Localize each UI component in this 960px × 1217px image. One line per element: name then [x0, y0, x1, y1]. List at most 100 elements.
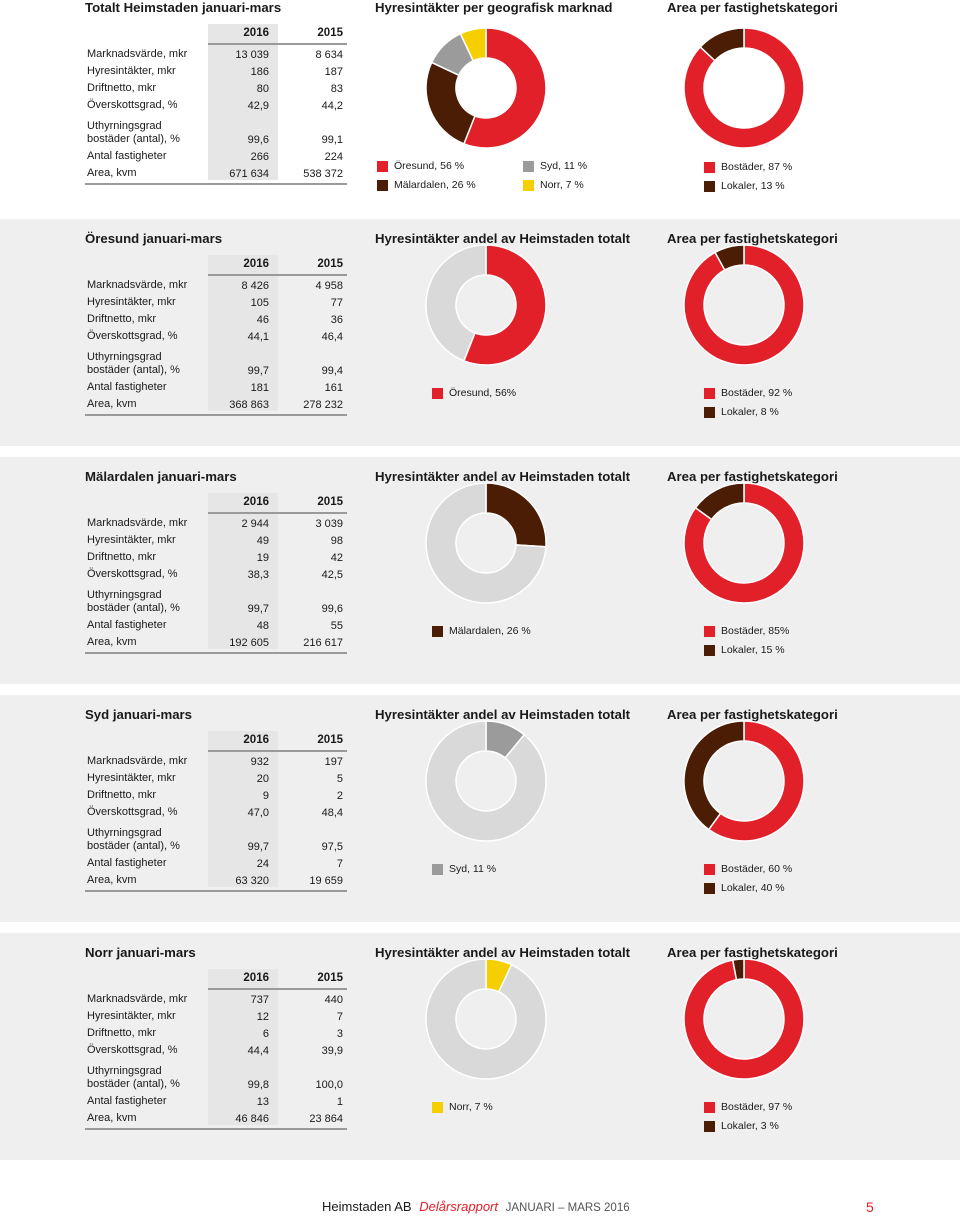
value-2016: 2 944: [241, 518, 269, 530]
row-label-line: Driftnetto, mkr: [87, 789, 157, 801]
donut-slice: [462, 27, 547, 149]
legend-item: Lokaler, 40 %: [704, 882, 785, 894]
year-2016-header: 2016: [243, 496, 269, 508]
value-2015: 99,4: [321, 365, 343, 377]
year-2016-header: 2016: [243, 27, 269, 39]
value-2015: 2: [336, 790, 343, 802]
legend-label: Bostäder, 92 %: [721, 387, 793, 399]
chart1-donut: [425, 958, 547, 1080]
donut-slice: [694, 482, 745, 521]
row-label: Area, kvm: [87, 167, 137, 180]
row-label: Marknadsvärde, mkr: [87, 993, 187, 1006]
key-figures-table: 2016 2015 Marknadsvärde, mkr 13 039 8 634 Hyr…: [85, 24, 347, 185]
chart2-title: Area per fastighetskategori: [667, 0, 838, 15]
chart1-title: Hyresintäkter andel av Heimstaden totalt: [375, 469, 631, 484]
value-2015: 55: [330, 620, 343, 632]
legend-item: Bostäder, 97 %: [704, 1101, 792, 1113]
legend-label: Öresund, 56 %: [394, 160, 465, 172]
legend-label: Bostäder, 97 %: [721, 1101, 793, 1113]
chart1-donut: [425, 482, 547, 604]
legend-swatch: [704, 644, 715, 656]
legend-label: Lokaler, 8 %: [721, 406, 779, 418]
row-label: Hyresintäkter, mkr: [87, 534, 176, 547]
row-label: Area, kvm: [87, 874, 137, 887]
legend-label: Bostäder, 87 %: [721, 161, 793, 173]
row-label-line: Överskottsgrad, %: [87, 568, 178, 580]
donut-slice: [425, 482, 547, 604]
value-2016: 192 605: [229, 637, 269, 649]
table-bottom-rule: [85, 414, 347, 416]
legend-item: Syd, 11 %: [523, 160, 587, 172]
year-2016-header: 2016: [243, 734, 269, 746]
table-row: Överskottsgrad, % 47,0 48,4: [85, 804, 347, 821]
value-2016: 38,3: [247, 569, 269, 581]
row-label-line: Uthyrningsgrad: [87, 827, 162, 839]
table-bottom-rule: [85, 652, 347, 654]
row-label-line: Marknadsvärde, mkr: [87, 755, 188, 767]
year-2015-header: 2015: [317, 734, 343, 746]
legend-swatch: [523, 179, 534, 191]
row-label: Marknadsvärde, mkr: [87, 755, 187, 768]
legend-label: Lokaler, 40 %: [721, 882, 785, 894]
value-2015: 100,0: [315, 1079, 343, 1091]
row-label: Antal fastigheter: [87, 381, 167, 394]
chart2-title: Area per fastighetskategori: [667, 945, 838, 960]
section-oresund: Öresund januari-mars Hyresintäkter andel …: [0, 219, 960, 446]
legend-label: Bostäder, 85%: [721, 625, 790, 637]
chart2-donut: [683, 482, 805, 604]
column-shade: [208, 24, 278, 180]
value-2015: 77: [330, 297, 343, 309]
row-label-line: Driftnetto, mkr: [87, 82, 157, 94]
footer-company: Heimstaden AB: [322, 1199, 412, 1214]
value-2016: 99,7: [247, 603, 269, 615]
key-figures-table: 2016 2015 Marknadsvärde, mkr 932 197 Hyresint…: [85, 731, 347, 892]
row-label: Antal fastigheter: [87, 619, 167, 632]
value-2016: 99,8: [247, 1079, 269, 1091]
donut-slice: [425, 61, 476, 145]
legend-item: Norr, 7 %: [523, 179, 584, 191]
row-label: Uthyrningsgrad bostäder (antal), %: [87, 351, 180, 377]
legend-label: Norr, 7 %: [449, 1101, 493, 1113]
table-row: Driftnetto, mkr 19 42: [85, 549, 347, 566]
header-rule: [208, 274, 347, 276]
legend-label: Syd, 11 %: [540, 160, 588, 172]
row-label-line: Överskottsgrad, %: [87, 1044, 178, 1056]
row-label-line: Marknadsvärde, mkr: [87, 279, 188, 291]
row-label-line: Hyresintäkter, mkr: [87, 534, 176, 546]
row-label: Antal fastigheter: [87, 1095, 167, 1108]
legend-label: Lokaler, 13 %: [721, 180, 785, 192]
row-label-line: bostäder (antal), %: [87, 840, 180, 852]
value-2016: 186: [250, 66, 269, 78]
value-2016: 737: [250, 994, 269, 1006]
row-label: Hyresintäkter, mkr: [87, 1010, 176, 1023]
legend-swatch: [432, 387, 443, 399]
year-2015-header: 2015: [317, 258, 343, 270]
value-2015: 187: [324, 66, 343, 78]
value-2016: 99,7: [247, 365, 269, 377]
table-row: Hyresintäkter, mkr 186 187: [85, 63, 347, 80]
table-row: Uthyrningsgrad bostäder (antal), % 99,7 99,…: [85, 345, 347, 379]
row-label-line: Antal fastigheter: [87, 857, 167, 869]
chart1-title: Hyresintäkter andel av Heimstaden totalt: [375, 231, 631, 246]
legend-swatch: [704, 180, 715, 192]
table-row: Area, kvm 368 863 278 232: [85, 396, 347, 413]
table-row: Överskottsgrad, % 38,3 42,5: [85, 566, 347, 583]
legend-swatch: [377, 160, 388, 172]
chart2-title: Area per fastighetskategori: [667, 231, 838, 246]
value-2015: 36: [330, 314, 343, 326]
legend-swatch: [432, 625, 443, 637]
legend-item: Norr, 7 %: [432, 1101, 493, 1113]
table-bottom-rule: [85, 1128, 347, 1130]
chart2-donut: [683, 244, 805, 366]
value-2015: 197: [324, 756, 343, 768]
donut-slice: [683, 958, 805, 1080]
value-2016: 19: [256, 552, 269, 564]
row-label-line: Överskottsgrad, %: [87, 330, 178, 342]
row-label-line: bostäder (antal), %: [87, 1078, 180, 1090]
value-2016: 368 863: [229, 399, 269, 411]
legend-item: Öresund, 56%: [432, 387, 516, 399]
table-row: Marknadsvärde, mkr 8 426 4 958: [85, 277, 347, 294]
table-row: Uthyrningsgrad bostäder (antal), % 99,8 100…: [85, 1059, 347, 1093]
legend-label: Bostäder, 60 %: [721, 863, 793, 875]
row-label-line: Marknadsvärde, mkr: [87, 517, 188, 529]
